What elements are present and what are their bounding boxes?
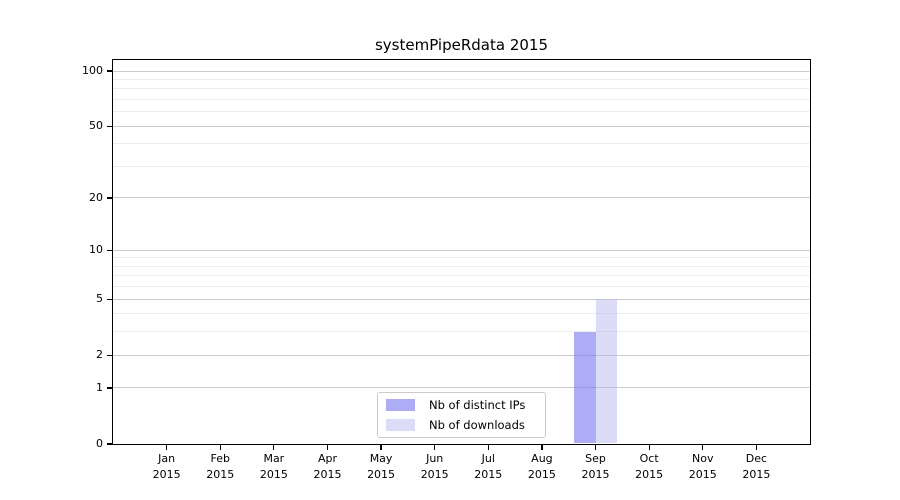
y-tick — [107, 355, 113, 356]
x-tick — [166, 445, 167, 450]
legend-label-distinct-ips: Nb of distinct IPs — [429, 398, 525, 412]
y-tick — [107, 387, 113, 388]
bar-sep-nb-of-downloads — [596, 299, 618, 443]
x-tick-label: Feb 2015 — [190, 451, 250, 483]
x-tick — [595, 445, 596, 450]
y-tick-label: 5 — [40, 292, 103, 305]
x-tick — [756, 445, 757, 450]
minor-gridline — [113, 257, 810, 258]
x-tick — [434, 445, 435, 450]
y-tick-label: 0 — [40, 437, 103, 450]
y-tick — [107, 126, 113, 127]
minor-gridline — [113, 88, 810, 89]
y-tick — [107, 197, 113, 198]
minor-gridline — [113, 79, 810, 80]
x-tick-label: Oct 2015 — [619, 451, 679, 483]
x-tick-label: May 2015 — [351, 451, 411, 483]
y-tick-label: 50 — [40, 119, 103, 132]
y-tick — [107, 70, 113, 71]
major-gridline — [113, 250, 810, 251]
y-tick — [107, 299, 113, 300]
major-gridline — [113, 387, 810, 388]
x-tick-label: Dec 2015 — [726, 451, 786, 483]
y-tick-label: 10 — [40, 243, 103, 256]
minor-gridline — [113, 143, 810, 144]
legend-item-distinct-ips: Nb of distinct IPs — [378, 397, 545, 414]
x-tick — [488, 445, 489, 450]
minor-gridline — [113, 166, 810, 167]
minor-gridline — [113, 266, 810, 267]
major-gridline — [113, 126, 810, 127]
legend-swatch-downloads — [386, 419, 415, 431]
major-gridline — [113, 71, 810, 72]
y-tick-label: 1 — [40, 381, 103, 394]
x-tick — [273, 445, 274, 450]
x-tick-label: Jun 2015 — [405, 451, 465, 483]
legend-label-downloads: Nb of downloads — [429, 418, 525, 432]
x-tick — [327, 445, 328, 450]
x-tick-label: Apr 2015 — [297, 451, 357, 483]
major-gridline — [113, 197, 810, 198]
y-tick — [107, 443, 113, 444]
legend: Nb of distinct IPs Nb of downloads — [377, 392, 546, 438]
x-tick — [649, 445, 650, 450]
minor-gridline — [113, 286, 810, 287]
major-gridline — [113, 299, 810, 300]
x-tick-label: Jan 2015 — [137, 451, 197, 483]
minor-gridline — [113, 275, 810, 276]
x-tick — [702, 445, 703, 450]
x-tick — [220, 445, 221, 450]
bar-sep-nb-of-distinct-ips — [574, 332, 596, 443]
x-tick — [541, 445, 542, 450]
y-tick-label: 100 — [40, 64, 103, 77]
legend-item-downloads: Nb of downloads — [378, 417, 545, 434]
x-tick-label: Nov 2015 — [673, 451, 733, 483]
y-tick-label: 2 — [40, 348, 103, 361]
y-tick — [107, 250, 113, 251]
y-tick-label: 20 — [40, 191, 103, 204]
x-tick-label: Sep 2015 — [566, 451, 626, 483]
x-tick-label: Jul 2015 — [458, 451, 518, 483]
legend-swatch-distinct-ips — [386, 399, 415, 411]
figure: systemPipeRdata 2015 Nb of distinct IPs … — [0, 0, 900, 500]
major-gridline — [113, 355, 810, 356]
x-tick — [380, 445, 381, 450]
minor-gridline — [113, 111, 810, 112]
minor-gridline — [113, 313, 810, 314]
minor-gridline — [113, 99, 810, 100]
x-tick-label: Aug 2015 — [512, 451, 572, 483]
minor-gridline — [113, 331, 810, 332]
x-tick-label: Mar 2015 — [244, 451, 304, 483]
chart-title: systemPipeRdata 2015 — [113, 36, 810, 54]
